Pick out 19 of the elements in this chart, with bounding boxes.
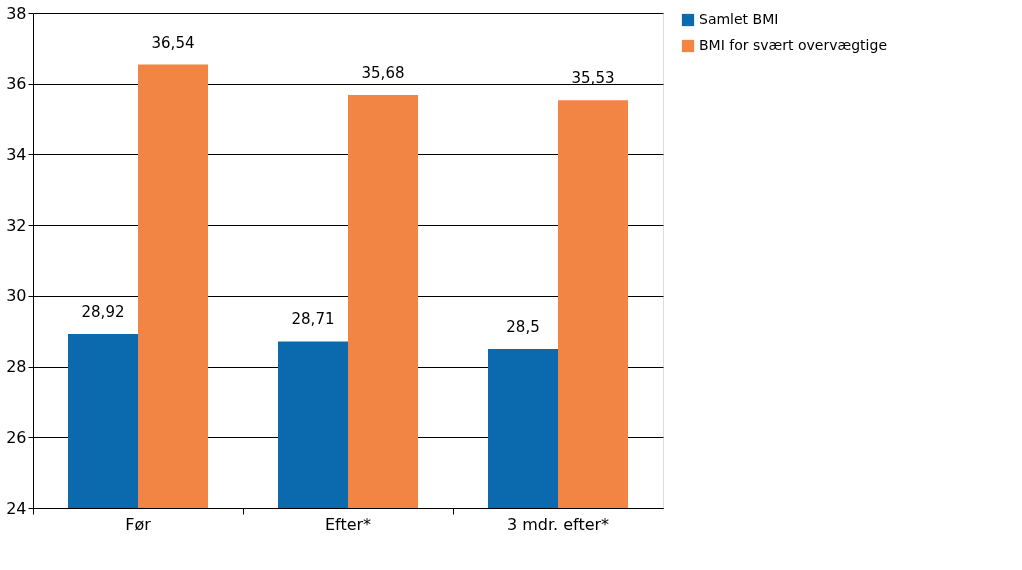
data-label: 35,68 [361,64,405,83]
y-tick-label: 36 [6,74,27,94]
data-label: 28,5 [506,317,540,336]
x-tick-label: 3 mdr. efter* [506,514,610,534]
y-tick-label: 34 [6,144,27,164]
data-label: 35,53 [571,69,615,88]
data-label: 36,54 [151,33,195,52]
y-tick-label: 32 [6,215,27,235]
data-label: 28,92 [81,303,125,322]
x-tick-label: Før [125,514,152,534]
y-tick-label: 26 [6,427,27,447]
y-tick-label: 24 [6,498,27,518]
y-tick-label: 38 [6,3,27,23]
data-label: 28,71 [291,310,335,329]
legend-label: Samlet BMI [699,11,779,27]
x-tick-label: Efter* [324,514,372,534]
y-tick-label: 28 [6,357,27,377]
y-tick-label: 30 [6,286,27,306]
legend-label: BMI for svært overvægtige [699,37,888,53]
